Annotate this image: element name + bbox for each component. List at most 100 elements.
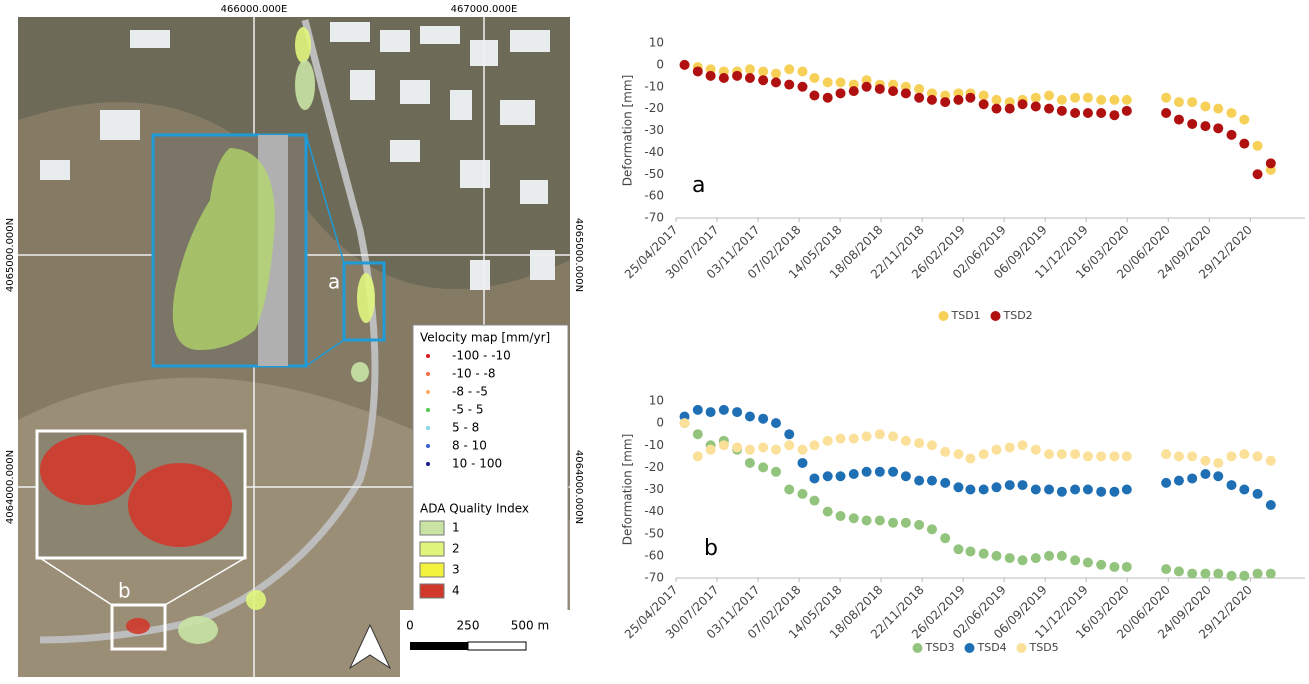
legend-swatch — [420, 521, 444, 535]
page: Velocity map [mm/yr] -100 - -10-10 - -8-… — [0, 0, 1309, 684]
inset-label: b — [118, 579, 131, 603]
data-point — [836, 511, 846, 521]
legend-marker — [991, 311, 1001, 321]
data-point — [1096, 560, 1106, 570]
y-tick-label: -70 — [644, 211, 664, 225]
data-point — [1187, 569, 1197, 579]
charts: -70-60-50-40-30-20-1001025/04/201730/07/… — [621, 36, 1306, 655]
data-point — [979, 91, 989, 101]
scale-label: 0 — [406, 619, 414, 633]
legend-label: TSD4 — [977, 641, 1007, 654]
data-point — [1057, 551, 1067, 561]
data-point — [875, 429, 885, 439]
data-point — [1253, 569, 1263, 579]
data-point — [797, 458, 807, 468]
data-point — [1213, 104, 1223, 114]
data-point — [1161, 108, 1171, 118]
data-point — [888, 467, 898, 477]
data-point — [771, 77, 781, 87]
data-point — [1122, 106, 1132, 116]
legend-label: -5 - 5 — [452, 403, 484, 417]
data-point — [732, 407, 742, 417]
data-point — [1227, 108, 1237, 118]
legend-swatch — [420, 542, 444, 556]
data-point — [1187, 473, 1197, 483]
data-point — [1266, 456, 1276, 466]
data-point — [862, 467, 872, 477]
y-tick-label: -10 — [644, 438, 664, 452]
data-point — [979, 549, 989, 559]
scale-segment — [468, 642, 526, 650]
data-point — [693, 405, 703, 415]
data-point — [745, 445, 755, 455]
data-point — [1096, 451, 1106, 461]
scale-label: 250 — [457, 619, 480, 633]
data-point — [979, 485, 989, 495]
data-point — [797, 66, 807, 76]
legend-label: TSD2 — [1003, 309, 1033, 322]
data-point — [1174, 476, 1184, 486]
data-point — [991, 551, 1001, 561]
data-point — [732, 71, 742, 81]
data-point — [1070, 93, 1080, 103]
scale-segment — [410, 642, 468, 650]
legend-marker — [426, 426, 430, 430]
data-point — [991, 445, 1001, 455]
data-point — [1174, 451, 1184, 461]
data-point — [1161, 93, 1171, 103]
data-point — [758, 414, 768, 424]
data-point — [1253, 169, 1263, 179]
data-point — [836, 77, 846, 87]
data-point — [927, 440, 937, 450]
annotation: a — [692, 173, 705, 198]
data-point — [991, 482, 1001, 492]
data-point — [888, 431, 898, 441]
data-point — [940, 97, 950, 107]
data-point — [1018, 99, 1028, 109]
data-point — [1187, 451, 1197, 461]
data-point — [771, 69, 781, 79]
data-point — [1005, 480, 1015, 490]
data-point — [1031, 101, 1041, 111]
data-point — [823, 77, 833, 87]
data-point — [1161, 564, 1171, 574]
legend-label: TSD3 — [925, 641, 955, 654]
data-point — [745, 411, 755, 421]
y-tick-label: -60 — [644, 548, 664, 562]
data-point — [719, 440, 729, 450]
coord-label: 466000.000E — [221, 4, 288, 15]
data-point — [823, 507, 833, 517]
data-point — [719, 73, 729, 83]
legend-label: 8 - 10 — [452, 439, 487, 453]
data-point — [914, 476, 924, 486]
data-point — [1227, 130, 1237, 140]
data-point — [1239, 139, 1249, 149]
y-tick-label: 0 — [656, 416, 664, 430]
data-point — [732, 442, 742, 452]
data-point — [1109, 110, 1119, 120]
data-point — [1070, 555, 1080, 565]
y-tick-label: -70 — [644, 571, 664, 585]
data-point — [1227, 480, 1237, 490]
data-point — [901, 518, 911, 528]
data-point — [1005, 553, 1015, 563]
data-point — [1005, 442, 1015, 452]
data-point — [1031, 553, 1041, 563]
data-point — [1253, 141, 1263, 151]
y-tick-label: -60 — [644, 189, 664, 203]
data-point — [1070, 485, 1080, 495]
data-point — [1096, 487, 1106, 497]
data-point — [693, 451, 703, 461]
data-point — [1266, 158, 1276, 168]
data-point — [1174, 566, 1184, 576]
legend-label: 5 - 8 — [452, 421, 479, 435]
data-point — [1200, 469, 1210, 479]
data-point — [797, 489, 807, 499]
data-point — [680, 418, 690, 428]
y-tick-label: -30 — [644, 123, 664, 137]
data-point — [862, 515, 872, 525]
legend-swatch — [420, 563, 444, 577]
data-point — [809, 473, 819, 483]
legend-label: -10 - -8 — [452, 367, 496, 381]
data-point — [953, 449, 963, 459]
